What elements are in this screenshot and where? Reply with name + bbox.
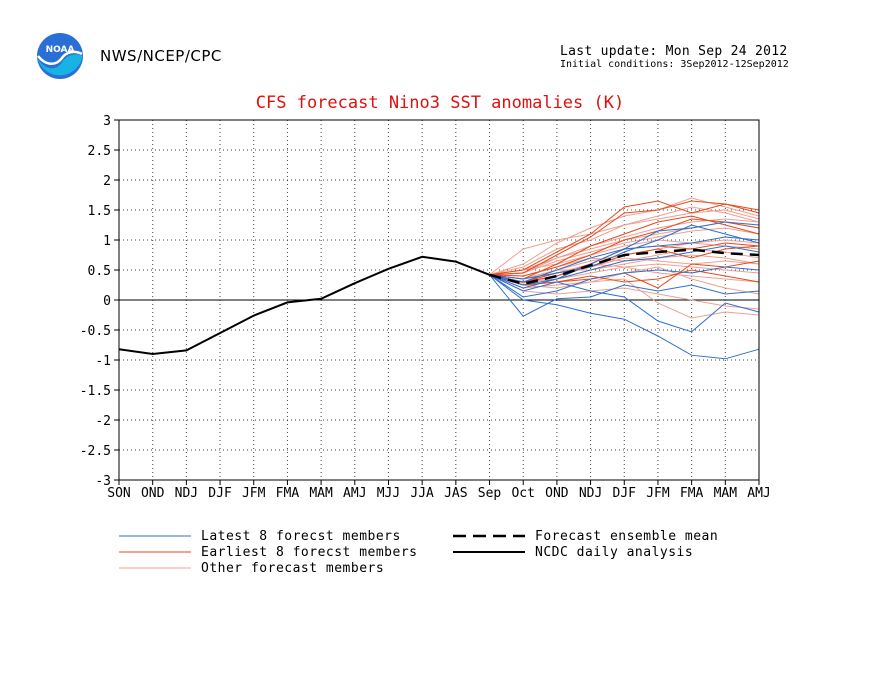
x-tick-label: FMA xyxy=(680,486,704,501)
legend-label-mean: Forecast ensemble mean xyxy=(535,529,718,544)
y-tick-label: -2.5 xyxy=(80,444,111,459)
other-member-line xyxy=(489,206,760,276)
x-tick-label: FMA xyxy=(276,486,300,501)
grid xyxy=(119,120,759,480)
x-tick-label: MAM xyxy=(714,486,738,501)
y-tick-label: 2 xyxy=(103,174,111,189)
latest-member-line xyxy=(489,274,760,360)
other-member-line xyxy=(489,274,760,319)
chart-title: CFS forecast Nino3 SST anomalies (K) xyxy=(256,93,624,113)
x-tick-label: MJJ xyxy=(377,486,400,501)
last-update-label: Last update: Mon Sep 24 2012 xyxy=(560,44,788,59)
plot-frame xyxy=(118,119,760,481)
other-member-line xyxy=(489,274,760,310)
x-tick-label: JFM xyxy=(242,486,266,501)
y-tick-label: -2 xyxy=(95,414,111,429)
latest-member-line xyxy=(489,236,760,283)
ensemble-mean-line xyxy=(489,248,760,286)
other-member-line xyxy=(489,197,760,276)
x-tick-label: Sep xyxy=(478,486,502,501)
x-tick-label: NDJ xyxy=(175,486,198,501)
x-tick-label: DJF xyxy=(613,486,637,501)
y-axis: 3 2.5 2 1.5 1 0.5 0 -0.5 -1 -1.5 -2 -2.5 -3 xyxy=(80,114,119,489)
latest-member-line xyxy=(489,274,760,333)
x-tick-label: DJF xyxy=(208,486,232,501)
legend-label-latest: Latest 8 forecst members xyxy=(201,529,401,544)
x-tick-label: NDJ xyxy=(579,486,602,501)
x-tick-label: MAM xyxy=(309,486,333,501)
x-tick-label: OND xyxy=(545,486,569,501)
y-tick-label: 1 xyxy=(103,234,111,249)
series-layer xyxy=(118,197,760,360)
latest-member-line xyxy=(489,245,760,286)
y-tick-label: -3 xyxy=(95,474,111,489)
x-tick-label: AMJ xyxy=(747,486,770,501)
latest-member-line xyxy=(489,266,760,298)
earliest-member-line xyxy=(489,200,760,276)
y-tick-label: 0 xyxy=(103,294,111,309)
x-tick-label: SON xyxy=(107,486,130,501)
x-tick-label: JFM xyxy=(646,486,670,501)
analysis-line xyxy=(118,255,490,356)
y-tick-label: 0.5 xyxy=(88,264,111,279)
latest-member-line xyxy=(489,224,760,280)
y-tick-label: 1.5 xyxy=(88,204,111,219)
other-member-line xyxy=(489,227,760,276)
y-tick-label: 2.5 xyxy=(88,144,111,159)
y-tick-label: -0.5 xyxy=(80,324,111,339)
legend-label-other: Other forecast members xyxy=(201,561,384,576)
logo-text: NOAA xyxy=(46,45,75,55)
initial-conditions-label: Initial conditions: 3Sep2012-12Sep2012 xyxy=(560,59,789,70)
other-member-line xyxy=(489,218,760,276)
legend-label-analysis: NCDC daily analysis xyxy=(535,545,693,560)
other-member-line xyxy=(489,254,760,280)
earliest-member-line xyxy=(489,218,760,277)
legend-label-earliest: Earliest 8 forecst members xyxy=(201,545,418,560)
noaa-logo-icon: NOAA xyxy=(37,33,83,79)
x-tick-label: AMJ xyxy=(343,486,366,501)
x-tick-label: OND xyxy=(141,486,165,501)
y-tick-label: 3 xyxy=(103,114,111,129)
latest-member-line xyxy=(489,274,760,317)
organization-label: NWS/NCEP/CPC xyxy=(100,47,222,65)
earliest-member-line xyxy=(489,215,760,280)
x-tick-label: JJA xyxy=(410,486,434,501)
x-axis: SON OND NDJ DJF JFM FMA MAM AMJ MJJ JJA JAS Sep Oct O… xyxy=(107,480,771,501)
earliest-member-line xyxy=(489,200,760,276)
y-tick-label: -1.5 xyxy=(80,384,111,399)
y-tick-label: -1 xyxy=(95,354,111,369)
x-tick-label: JAS xyxy=(444,486,467,501)
x-tick-label: Oct xyxy=(511,486,534,501)
